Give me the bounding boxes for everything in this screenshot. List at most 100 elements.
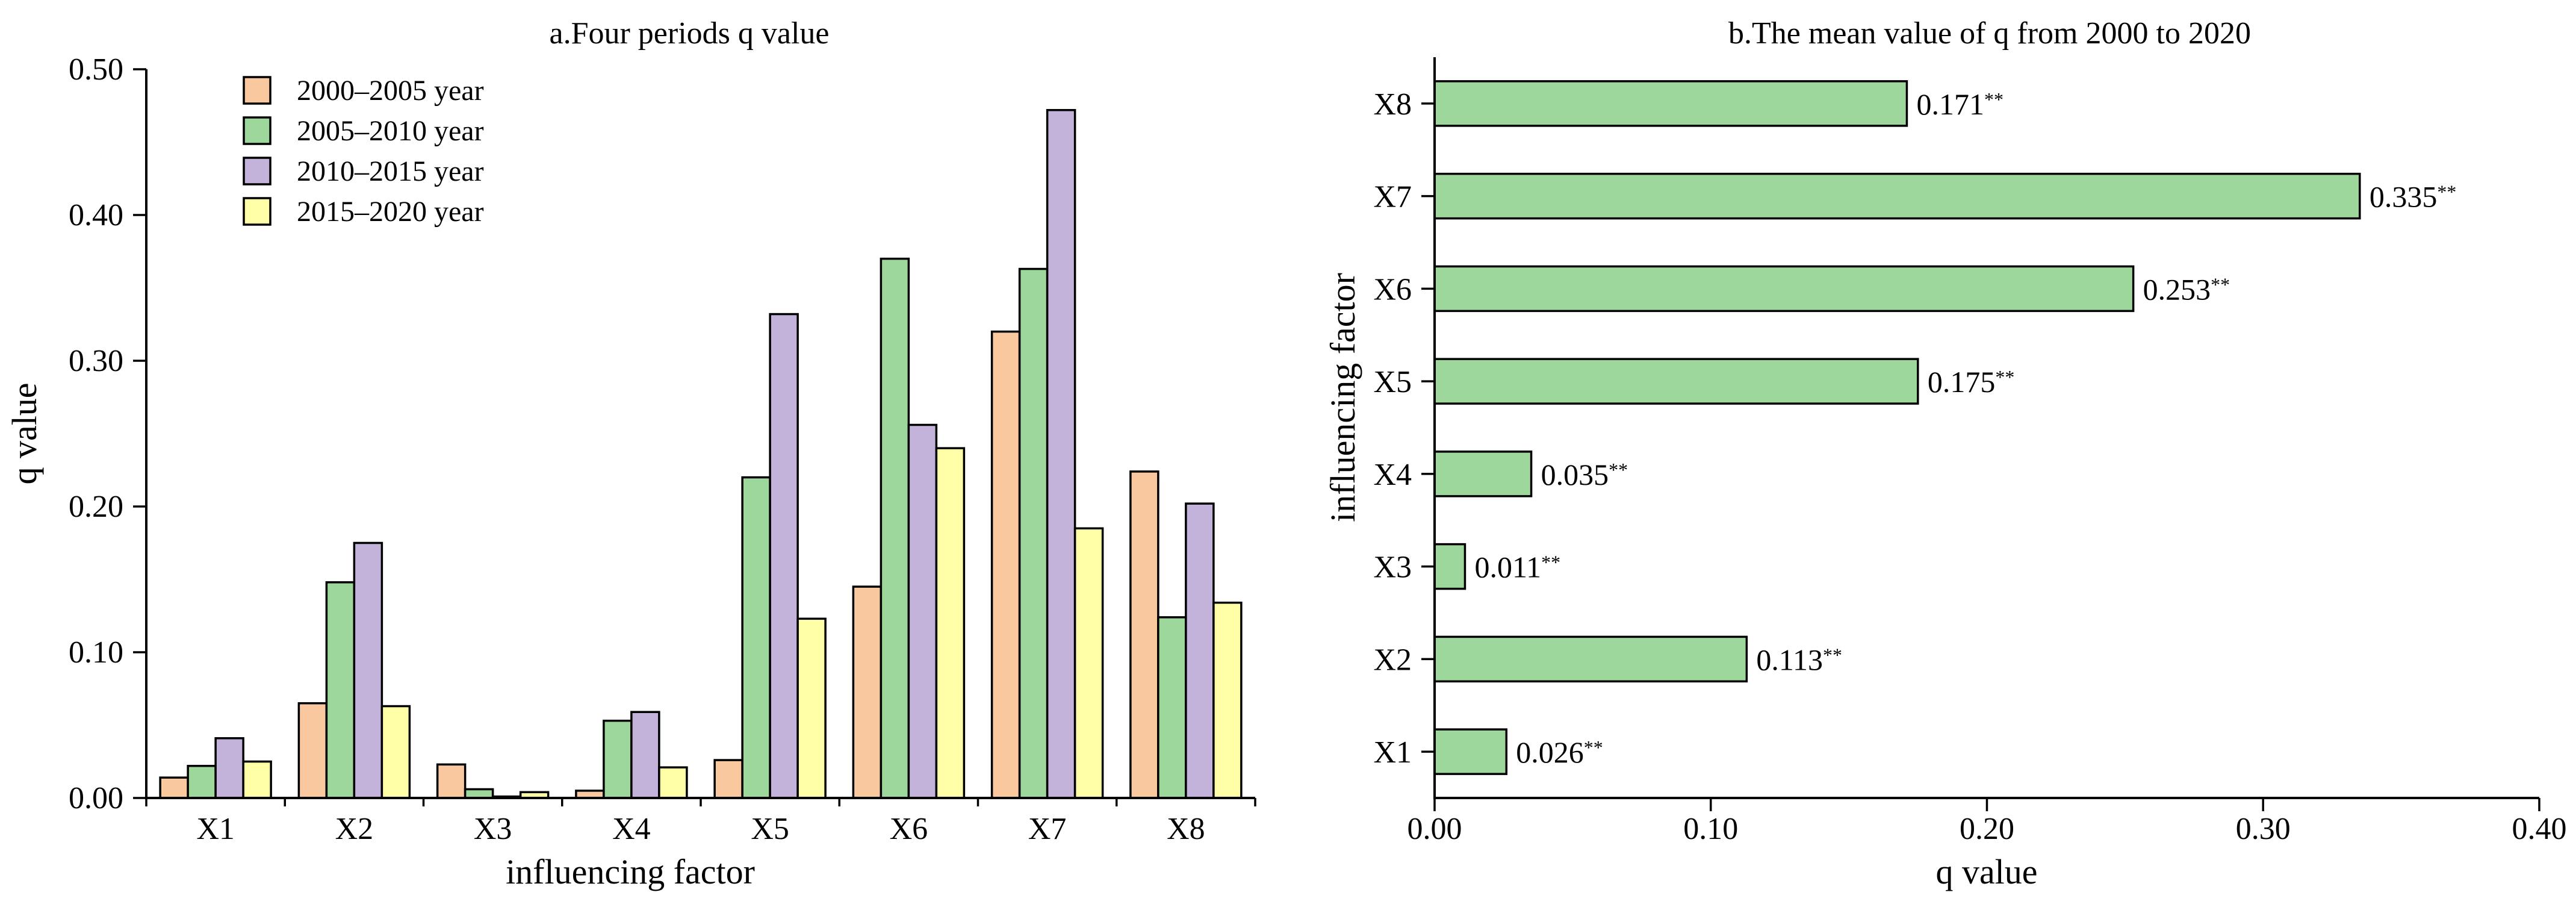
chart-b-y-axis-label: influencing factor [1323,273,1362,522]
data-label-x1: 0.026** [1516,735,1603,769]
y-tick-label-x3: X3 [1373,550,1412,585]
bar-x4 [1433,450,1533,497]
bar-x4-series-4 [658,766,688,799]
significance-marker: ** [1609,459,1628,481]
bar-x4-series-3 [630,711,660,799]
bar-x6 [1433,265,2135,313]
chart-a-legend: 2000–2005 year 2005–2010 year 2010–2015 ye… [243,75,484,228]
bar-x1-series-3 [214,737,244,799]
data-label-x4: 0.035** [1541,458,1628,491]
x-tick-label-x7: X7 [1028,812,1067,846]
x-tick-label: 0.00 [1407,812,1462,846]
significance-marker: ** [1823,644,1842,665]
significance-marker: ** [1995,366,2014,388]
data-label-x2: 0.113** [1756,643,1842,676]
bar-x7-series-4 [1073,527,1104,799]
bar-x7 [1433,172,2361,220]
x-tick-label: 0.30 [2236,812,2291,846]
x-tick-label: 0.10 [1683,812,1738,846]
legend-label-4: 2015–2020 year [297,196,484,228]
chart-b-title: b.The mean value of q from 2000 to 2020 [1728,16,2251,51]
bar-x5-series-3 [769,313,799,799]
bar-x2-series-3 [353,541,383,799]
bar-x7-series-1 [990,330,1021,799]
chart-b-bars: 0.026** 0.113** 0.011** 0.035** 0.175** 0.253… [1433,80,2457,775]
bar-x7-series-3 [1046,109,1076,799]
x-tick-label: 0.20 [1960,812,2014,846]
legend-swatch-4 [243,197,272,226]
bar-x1-series-4 [242,760,272,799]
data-label-x7: 0.335** [2370,180,2457,214]
y-tick-label: 0.30 [69,344,123,378]
chart-a-y-ticks: 0.00 0.10 0.20 0.30 0.40 0.50 [69,52,146,815]
y-tick-label-x8: X8 [1373,87,1412,122]
chart-a-title: a.Four periods q value [549,16,829,51]
y-tick-label-x1: X1 [1373,735,1412,770]
y-tick-label-x7: X7 [1373,180,1412,214]
x-tick-label-x5: X5 [751,812,789,846]
legend-label-2: 2005–2010 year [297,115,484,147]
bar-x6-series-3 [907,423,938,799]
y-tick-label: 0.10 [69,635,123,670]
x-tick-label-x2: X2 [335,812,374,846]
bar-x8-series-2 [1157,616,1187,799]
significance-marker: ** [2437,181,2456,203]
x-tick-label-x8: X8 [1167,812,1205,846]
chart-b-y-ticks: X1 X2 X3 X4 X5 X6 X7 X8 [1373,87,1435,770]
y-tick-label-x2: X2 [1373,643,1412,677]
bar-x1-series-2 [187,765,217,799]
data-label-x3: 0.011** [1474,550,1560,584]
bar-x1 [1433,728,1508,775]
bar-x3 [1433,543,1466,590]
bar-x7-series-2 [1018,267,1049,799]
bar-x5-series-2 [741,476,771,799]
x-tick-label-x4: X4 [612,812,651,846]
bar-x6-series-2 [880,257,910,799]
significance-marker: ** [1541,552,1560,573]
bar-x3-series-1 [436,763,467,799]
y-tick-label: 0.20 [69,490,123,524]
significance-marker: ** [1984,89,2003,110]
bar-x2 [1433,635,1748,683]
chart-a: a.Four periods q value 0.00 0.10 0.20 0.30 0… [5,16,1256,891]
bar-x2-series-4 [380,705,411,799]
significance-marker: ** [1584,737,1603,758]
bar-x2-series-1 [297,702,328,799]
bar-x8-series-1 [1129,470,1159,799]
chart-a-bars [159,109,1243,799]
bar-x6-series-4 [935,447,966,799]
bar-x1-series-1 [159,776,189,799]
y-tick-label: 0.00 [69,781,123,815]
y-tick-label-x5: X5 [1373,365,1412,399]
legend-swatch-2 [243,116,272,145]
y-tick-label-x4: X4 [1373,458,1412,492]
bar-x3-series-2 [464,788,494,799]
bar-x8-series-3 [1185,502,1215,799]
chart-a-x-ticks: X1 X2 X3 X4 X5 X6 X7 X8 [145,798,1256,846]
legend-swatch-1 [243,76,272,105]
legend-label-1: 2000–2005 year [297,75,484,107]
chart-b-x-ticks: 0.00 0.10 0.20 0.30 0.40 [1407,798,2567,846]
bar-x8 [1433,80,1908,127]
chart-b: b.The mean value of q from 2000 to 2020 … [1323,16,2567,891]
chart-a-y-axis-label: q value [5,382,44,484]
x-tick-label: 0.40 [2512,812,2567,846]
bar-x5-series-1 [713,759,743,799]
bar-x2-series-2 [325,581,356,799]
bar-x5-series-4 [796,617,827,799]
data-label-x6: 0.253** [2143,272,2230,306]
y-tick-label: 0.50 [69,52,123,87]
significance-marker: ** [2211,273,2230,295]
y-tick-label-x6: X6 [1373,272,1412,307]
bar-x4-series-2 [603,719,633,799]
legend-swatch-3 [243,157,272,185]
data-label-x5: 0.175** [1928,365,2015,399]
chart-b-axes [1433,57,2539,799]
x-tick-label-x6: X6 [890,812,928,846]
x-tick-label-x3: X3 [474,812,512,846]
bar-x6-series-1 [852,585,883,799]
legend-label-3: 2010–2015 year [297,155,484,187]
x-tick-label-x1: X1 [196,812,235,846]
chart-a-x-axis-label: influencing factor [506,852,755,891]
